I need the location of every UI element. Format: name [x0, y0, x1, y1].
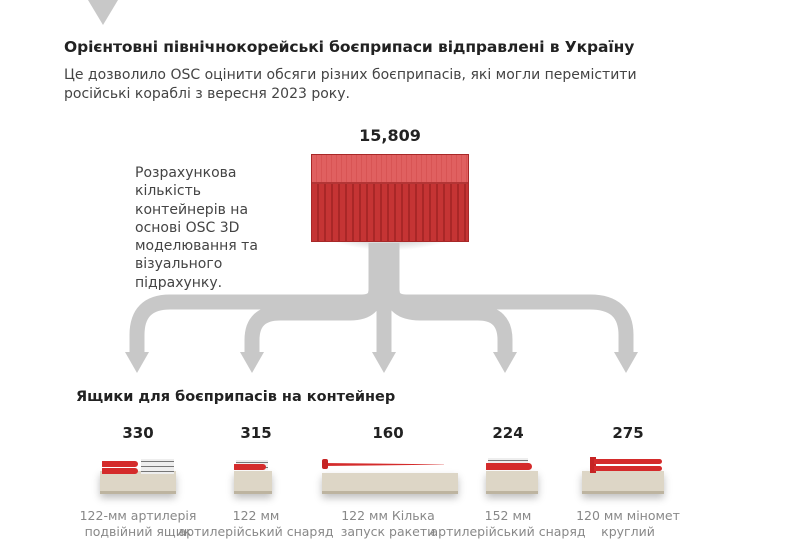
down-arrow-icon — [88, 0, 118, 25]
crate-item: 315 122 мм артилерійський снаряд — [176, 424, 336, 540]
crate-item: 160 122 мм Кілька запуск ракети — [308, 424, 468, 540]
crate-count: 224 — [492, 424, 524, 442]
arrow-branch-5 — [384, 243, 634, 352]
crate-label-line2: круглий — [601, 524, 655, 539]
shipping-container-illustration — [290, 150, 490, 250]
crate-count: 315 — [240, 424, 272, 442]
container-note: Розрахункова кількість контейнерів на ос… — [135, 165, 258, 291]
crate-count: 275 — [612, 424, 644, 442]
crate-item: 275 120 мм міномет круглий — [548, 424, 708, 540]
crate-item: 224 152 мм артилерійський снаряд — [428, 424, 588, 540]
crate-label-line2: артилерійський снаряд — [178, 524, 334, 539]
crate-label-line1: 120 мм міномет — [576, 508, 680, 523]
section-title: Ящики для боєприпасів на контейнер — [76, 389, 396, 405]
crate-label-line1: 122 мм Кілька — [341, 508, 435, 523]
crate-label-line1: 122-мм артилерія — [79, 508, 197, 523]
crate-item: 330 122-мм артилерія подвійний ящик — [58, 424, 218, 540]
artillery-shell-crate-icon — [176, 452, 336, 502]
arrow-branch-2 — [244, 289, 384, 352]
chart-title: Орієнтовні північнокорейські боєприпаси … — [64, 38, 635, 56]
artillery-double-crate-icon — [58, 452, 218, 502]
artillery-152mm-crate-icon — [428, 452, 588, 502]
container-total: 15,809 — [359, 126, 421, 145]
crate-label-line1: 122 мм — [232, 508, 280, 523]
chart-subtitle: Це дозволило OSC оцінити обсяги різних б… — [64, 67, 637, 102]
shipping-container-icon — [311, 154, 469, 242]
mortar-round-crate-icon — [548, 452, 708, 502]
crate-count: 160 — [372, 424, 404, 442]
crate-label-line2: подвійний ящик — [84, 524, 192, 539]
crate-count: 330 — [122, 424, 154, 442]
crate-label-line1: 152 мм — [484, 508, 532, 523]
crate-label-line2: артилерійський снаряд — [430, 524, 586, 539]
crate-label-line2: запуск ракети — [340, 524, 436, 539]
multiple-rocket-crate-icon — [308, 452, 468, 502]
